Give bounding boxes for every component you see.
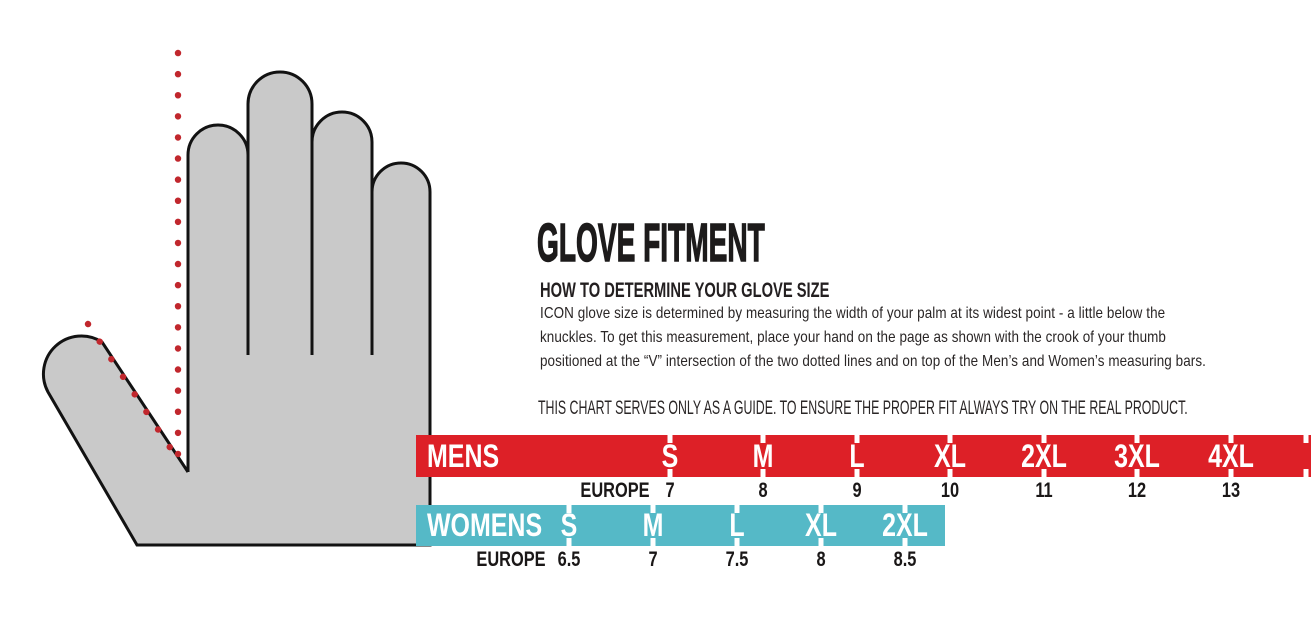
- size-tick: [566, 538, 572, 546]
- palm-thumb-outline: [41, 334, 432, 547]
- mens-europe-value: 10: [940, 479, 960, 502]
- mens-size-label: XL: [934, 438, 966, 474]
- palm-and-thumb-fill: [43, 300, 430, 545]
- instructions-paragraph: ICON glove size is determined by measuri…: [540, 305, 1206, 370]
- index-finger: [186, 123, 250, 472]
- size-tick: [902, 538, 908, 546]
- page-title: GLOVE FITMENT: [537, 213, 766, 273]
- womens-size-bar: WOMENS S M L XL 2XL: [416, 505, 945, 546]
- section-subtitle: HOW TO DETERMINE YOUR GLOVE SIZE: [540, 279, 830, 302]
- womens-size-label: S: [560, 507, 578, 543]
- mens-europe-value: 7: [665, 479, 675, 502]
- womens-size-label: M: [642, 507, 664, 543]
- womens-europe-value: 8: [816, 548, 826, 571]
- mens-size-label: 4XL: [1208, 438, 1254, 474]
- mens-europe-value: 13: [1221, 479, 1241, 502]
- womens-europe-value: 8.5: [893, 548, 917, 571]
- mens-europe-value: 8: [758, 479, 768, 502]
- size-tick: [650, 538, 656, 546]
- mens-size-label: 2XL: [1021, 438, 1067, 474]
- size-tick: [1041, 469, 1047, 477]
- womens-bar-label: WOMENS: [427, 507, 543, 543]
- mens-europe-value: 11: [1035, 479, 1053, 502]
- size-tick: [902, 505, 908, 513]
- pinky-finger: [370, 161, 432, 355]
- size-tick: [650, 505, 656, 513]
- size-tick: [760, 469, 766, 477]
- mens-size-label: S: [661, 438, 679, 474]
- womens-europe-row: EUROPE 6.5 7 7.5 8 8.5: [416, 547, 945, 573]
- size-tick: [854, 469, 860, 477]
- mens-bar-label: MENS: [427, 437, 500, 474]
- mens-size-label: M: [752, 438, 774, 474]
- mens-europe-row: EUROPE 7 8 9 10 11 12 13: [416, 478, 1311, 504]
- size-tick: [854, 435, 860, 443]
- womens-size-label: L: [729, 507, 745, 543]
- womens-europe-value: 7.5: [725, 548, 749, 571]
- middle-finger: [246, 70, 314, 355]
- size-tick: [1228, 435, 1234, 443]
- hand-illustration: [41, 49, 432, 547]
- size-tick: [734, 538, 740, 546]
- size-tick: [818, 505, 824, 513]
- mens-europe-value: 12: [1127, 479, 1147, 502]
- size-tick: [947, 435, 953, 443]
- womens-size-label: XL: [805, 507, 837, 543]
- size-tick: [1228, 469, 1234, 477]
- size-tick: [1303, 469, 1309, 477]
- size-tick: [734, 505, 740, 513]
- womens-europe-value: 7: [648, 548, 658, 571]
- womens-size-label: 2XL: [882, 507, 928, 543]
- mens-size-label: 3XL: [1114, 438, 1160, 474]
- mens-europe-value: 9: [852, 479, 862, 502]
- size-tick: [1134, 469, 1140, 477]
- size-tick: [566, 505, 572, 513]
- mens-size-bar: MENS S M L XL 2XL 3XL 4XL: [416, 435, 1311, 477]
- womens-europe-value: 6.5: [557, 548, 581, 571]
- disclaimer-note: THIS CHART SERVES ONLY AS A GUIDE. TO EN…: [538, 398, 1188, 419]
- mens-europe-label: EUROPE: [580, 479, 650, 502]
- ring-finger: [310, 110, 374, 355]
- size-tick: [818, 538, 824, 546]
- size-tick: [667, 435, 673, 443]
- womens-europe-label: EUROPE: [476, 548, 546, 571]
- size-tick: [1134, 435, 1140, 443]
- size-tick: [1303, 435, 1309, 443]
- size-tick: [947, 469, 953, 477]
- size-tick: [760, 435, 766, 443]
- size-tick: [1041, 435, 1047, 443]
- size-tick: [667, 469, 673, 477]
- mens-size-label: L: [849, 438, 865, 474]
